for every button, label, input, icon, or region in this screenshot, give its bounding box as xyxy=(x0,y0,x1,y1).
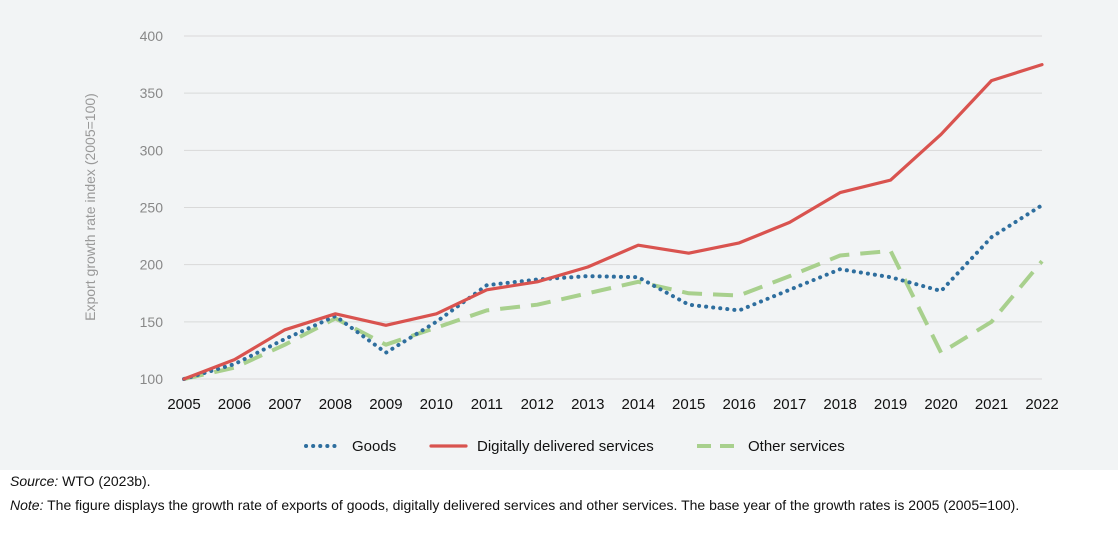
x-tick-label: 2009 xyxy=(369,396,402,413)
y-tick-label: 300 xyxy=(140,142,164,158)
x-tick-label: 2020 xyxy=(924,396,957,413)
chart-panel: 100 150 200 250 300 350 400 2005 2006 2007 2008 20… xyxy=(0,0,1118,470)
x-tick-label: 2011 xyxy=(471,396,503,413)
source-label: Source: xyxy=(10,473,59,489)
x-axis-ticks: 2005 2006 2007 2008 2009 2010 2011 2012 2013 2014… xyxy=(167,396,1058,413)
x-tick-label: 2021 xyxy=(975,396,1008,413)
source-line: Source: WTO (2023b). xyxy=(10,473,1110,490)
legend-label: Goods xyxy=(352,438,396,455)
series-lines xyxy=(182,62,1044,381)
legend-item: Goods xyxy=(304,438,396,455)
note-text: The figure displays the growth rate of e… xyxy=(43,497,1020,513)
x-tick-label: 2013 xyxy=(571,396,604,413)
x-tick-label: 2012 xyxy=(521,396,554,413)
x-tick-label: 2008 xyxy=(319,396,352,413)
y-tick-label: 200 xyxy=(140,257,164,273)
y-tick-label: 150 xyxy=(140,314,164,330)
x-tick-label: 2022 xyxy=(1025,396,1058,413)
y-tick-label: 400 xyxy=(140,28,164,44)
x-tick-label: 2007 xyxy=(268,396,301,413)
source-text: WTO (2023b). xyxy=(58,473,151,489)
series-line-goods xyxy=(182,203,1044,381)
x-tick-label: 2006 xyxy=(218,396,251,413)
legend-item: Other services xyxy=(697,438,845,455)
series-line-other-services xyxy=(183,248,1044,381)
y-axis-title: Export growth rate index (2005=100) xyxy=(82,93,98,321)
figure-notes: Source: WTO (2023b). Note: The figure di… xyxy=(10,473,1110,514)
x-tick-label: 2019 xyxy=(874,396,907,413)
note-line: Note: The figure displays the growth rat… xyxy=(10,497,1110,514)
y-tick-label: 350 xyxy=(140,85,164,101)
x-tick-label: 2010 xyxy=(420,396,453,413)
legend: Goods Digitally delivered services Other s… xyxy=(304,438,845,455)
x-tick-label: 2018 xyxy=(823,396,856,413)
series-line-digitally-delivered-services xyxy=(182,62,1044,381)
y-tick-label: 100 xyxy=(140,371,164,387)
y-axis-ticks: 100 150 200 250 300 350 400 xyxy=(140,28,164,387)
legend-label: Digitally delivered services xyxy=(477,438,654,455)
x-tick-label: 2005 xyxy=(167,396,200,413)
x-tick-label: 2017 xyxy=(773,396,806,413)
y-tick-label: 250 xyxy=(140,200,164,216)
note-label: Note: xyxy=(10,497,44,513)
legend-item: Digitally delivered services xyxy=(429,438,654,455)
legend-label: Other services xyxy=(748,438,845,455)
grid-lines xyxy=(184,35,1042,380)
x-tick-label: 2014 xyxy=(622,396,655,413)
x-tick-label: 2015 xyxy=(672,396,705,413)
x-tick-label: 2016 xyxy=(722,396,755,413)
